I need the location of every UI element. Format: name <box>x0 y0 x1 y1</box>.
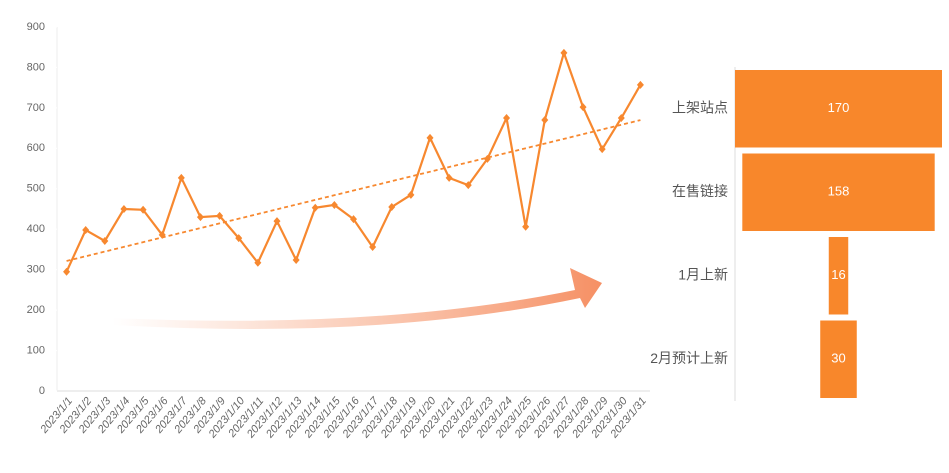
data-point <box>196 213 204 222</box>
data-point <box>388 202 396 211</box>
data-point <box>617 114 625 122</box>
funnel-value: 30 <box>831 351 845 366</box>
trend-line <box>66 119 641 262</box>
data-point <box>636 80 644 89</box>
y-tick-label: 0 <box>39 385 45 397</box>
data-point <box>426 133 434 142</box>
trend-arrow <box>112 268 602 329</box>
y-tick-label: 100 <box>27 344 45 356</box>
data-point <box>101 236 109 245</box>
data-line <box>65 49 642 273</box>
y-tick-label: 800 <box>27 61 45 73</box>
data-point <box>598 145 606 154</box>
data-point <box>177 173 185 182</box>
data-point <box>522 222 530 231</box>
data-point <box>216 211 224 220</box>
y-tick-label: 300 <box>27 264 45 276</box>
y-tick-label: 400 <box>27 223 45 235</box>
y-tick-label: 600 <box>27 142 45 154</box>
data-point <box>158 230 166 239</box>
funnel-label: 1月上新 <box>678 266 728 282</box>
funnel-bar <box>735 70 942 148</box>
data-point <box>560 48 568 57</box>
data-point <box>350 215 357 224</box>
data-point <box>292 255 300 264</box>
funnel-value: 16 <box>831 267 845 282</box>
y-tick-label: 200 <box>27 304 45 316</box>
data-point <box>63 267 71 276</box>
data-point <box>311 203 319 212</box>
data-point <box>483 154 491 163</box>
data-point <box>369 243 377 252</box>
funnel-label: 上架站点 <box>672 99 728 115</box>
funnel-label: 在售链接 <box>672 183 728 199</box>
data-point <box>120 205 128 213</box>
data-point <box>254 258 262 267</box>
data-point <box>503 114 511 122</box>
data-point <box>579 103 587 112</box>
data-point <box>445 173 453 182</box>
funnel-label: 2月预计上新 <box>650 350 728 366</box>
data-point <box>139 205 147 214</box>
data-point <box>330 200 338 209</box>
data-point <box>82 226 90 235</box>
funnel-value: 158 <box>828 184 850 199</box>
data-point <box>235 234 243 243</box>
data-point <box>407 190 415 199</box>
funnel-bar <box>828 237 849 315</box>
data-point <box>464 181 472 190</box>
funnel-value: 170 <box>828 100 850 115</box>
y-tick-label: 900 <box>27 21 45 33</box>
funnel-bar <box>820 320 857 398</box>
y-tick-label: 700 <box>27 102 45 114</box>
data-point <box>273 217 281 226</box>
funnel-bar <box>742 153 935 231</box>
data-point <box>541 116 549 125</box>
y-tick-label: 500 <box>27 183 45 195</box>
